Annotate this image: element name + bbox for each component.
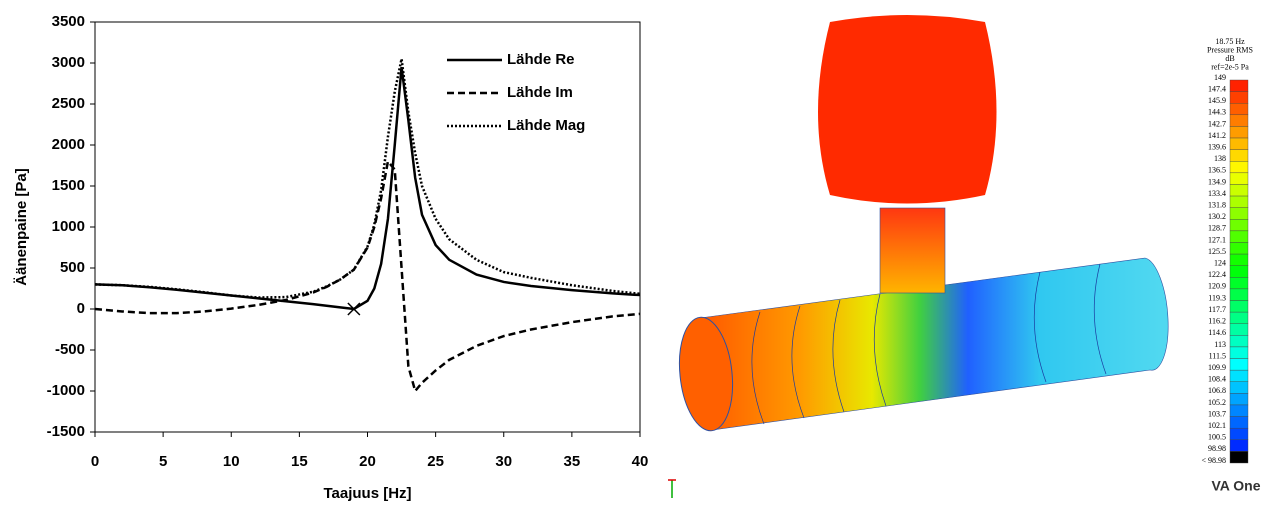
colorbar-label: 130.2 — [1208, 212, 1226, 221]
colorbar-swatch — [1230, 312, 1248, 324]
colorbar-label: 117.7 — [1208, 305, 1226, 314]
colorbar-label: 145.9 — [1208, 96, 1226, 105]
x-axis-label: Taajuus [Hz] — [323, 485, 411, 502]
colorbar-swatch — [1230, 266, 1248, 278]
colorbar-swatch — [1230, 359, 1248, 371]
y-tick-label: 1000 — [52, 218, 85, 235]
y-tick-label: 2000 — [52, 136, 85, 153]
colorbar-swatch — [1230, 80, 1248, 92]
y-tick-label: 0 — [77, 300, 85, 317]
series-line — [95, 161, 640, 391]
colorbar-swatch — [1230, 324, 1248, 336]
y-axis-label: Äänenpaine [Pa] — [13, 168, 30, 286]
colorbar-swatch — [1230, 393, 1248, 405]
colorbar-swatch — [1230, 150, 1248, 162]
colorbar-swatch — [1230, 161, 1248, 173]
colorbar-label: 139.6 — [1208, 142, 1226, 151]
colorbar-swatch — [1230, 103, 1248, 115]
colorbar-label: 131.8 — [1208, 200, 1226, 209]
x-tick-label: 20 — [359, 453, 376, 470]
colorbar-label: 106.8 — [1208, 386, 1226, 395]
colorbar-label: 119.3 — [1208, 293, 1226, 302]
colorbar-label: 108.4 — [1208, 375, 1226, 384]
y-tick-label: 500 — [60, 259, 85, 276]
series-line — [95, 67, 640, 309]
colorbar-label: 124 — [1214, 259, 1226, 268]
colorbar-label: 127.1 — [1208, 235, 1226, 244]
colorbar-swatch — [1230, 196, 1248, 208]
colorbar-label: 109.9 — [1208, 363, 1226, 372]
x-tick-label: 10 — [223, 453, 240, 470]
y-tick-label: 2500 — [52, 95, 85, 112]
colorbar-swatch — [1230, 184, 1248, 196]
colorbar-label: 105.2 — [1208, 398, 1226, 407]
colorbar-label: 100.5 — [1208, 433, 1226, 442]
colorbar-label: 102.1 — [1208, 421, 1226, 430]
legend-label: Lähde Re — [507, 51, 575, 68]
x-tick-label: 30 — [495, 453, 512, 470]
colorbar-label: 114.6 — [1208, 328, 1226, 337]
colorbar-label: 116.2 — [1208, 317, 1226, 326]
colorbar-label: 125.5 — [1208, 247, 1226, 256]
colorbar-swatch — [1230, 335, 1248, 347]
colorbar-label: 141.2 — [1208, 131, 1226, 140]
colorbar-swatch — [1230, 347, 1248, 359]
colorbar-label: 136.5 — [1208, 166, 1226, 175]
colorbar-label: < 98.98 — [1201, 456, 1226, 465]
legend-label: Lähde Im — [507, 84, 573, 101]
x-tick-label: 15 — [291, 453, 308, 470]
colorbar-label: 147.4 — [1208, 84, 1226, 93]
y-tick-label: 3000 — [52, 54, 85, 71]
colorbar-swatch — [1230, 208, 1248, 220]
y-tick-label: -500 — [55, 341, 85, 358]
y-tick-label: 1500 — [52, 177, 85, 194]
colorbar-swatch — [1230, 92, 1248, 104]
colorbar-swatch — [1230, 370, 1248, 382]
colorbar-label: 122.4 — [1208, 270, 1226, 279]
colorbar-swatch — [1230, 242, 1248, 254]
colorbar-label: 142.7 — [1208, 119, 1226, 128]
colorbar-swatch — [1230, 126, 1248, 138]
y-tick-label: 3500 — [52, 13, 85, 30]
logo: VA One — [1211, 478, 1260, 494]
colorbar-label: 134.9 — [1208, 177, 1226, 186]
colorbar-swatch — [1230, 417, 1248, 429]
colorbar-label: 103.7 — [1208, 409, 1226, 418]
colorbar-header: ref=2e-5 Pa — [1211, 62, 1249, 71]
colorbar-label: 149 — [1214, 73, 1226, 82]
colorbar-swatch — [1230, 231, 1248, 243]
colorbar-label: 111.5 — [1209, 351, 1226, 360]
x-tick-label: 40 — [632, 453, 649, 470]
page: VA One -1500-1000-5000500100015002000250… — [0, 0, 1274, 506]
x-tick-label: 35 — [564, 453, 581, 470]
x-tick-label: 25 — [427, 453, 444, 470]
colorbar-swatch — [1230, 405, 1248, 417]
colorbar-label: 133.4 — [1208, 189, 1226, 198]
colorbar-swatch — [1230, 451, 1248, 463]
colorbar-swatch — [1230, 428, 1248, 440]
colorbar-label: 98.98 — [1208, 444, 1226, 453]
x-tick-label: 0 — [91, 453, 99, 470]
colorbar-swatch — [1230, 254, 1248, 266]
colorbar-swatch — [1230, 173, 1248, 185]
colorbar-swatch — [1230, 138, 1248, 150]
colorbar-swatch — [1230, 289, 1248, 301]
y-tick-label: -1500 — [47, 423, 85, 440]
colorbar-label: 113 — [1214, 340, 1226, 349]
colorbar-label: 144.3 — [1208, 108, 1226, 117]
colorbar-swatch — [1230, 277, 1248, 289]
colorbar-swatch — [1230, 115, 1248, 127]
colorbar-label: 128.7 — [1208, 224, 1226, 233]
colorbar-swatch — [1230, 219, 1248, 231]
y-tick-label: -1000 — [47, 382, 85, 399]
x-tick-label: 5 — [159, 453, 167, 470]
model-view — [668, 15, 1168, 498]
legend-label: Lähde Mag — [507, 117, 585, 134]
colorbar-swatch — [1230, 440, 1248, 452]
axis-triad — [668, 480, 676, 498]
colorbar-swatch — [1230, 382, 1248, 394]
colorbar-label: 120.9 — [1208, 282, 1226, 291]
colorbar-label: 138 — [1214, 154, 1226, 163]
colorbar-swatch — [1230, 301, 1248, 313]
